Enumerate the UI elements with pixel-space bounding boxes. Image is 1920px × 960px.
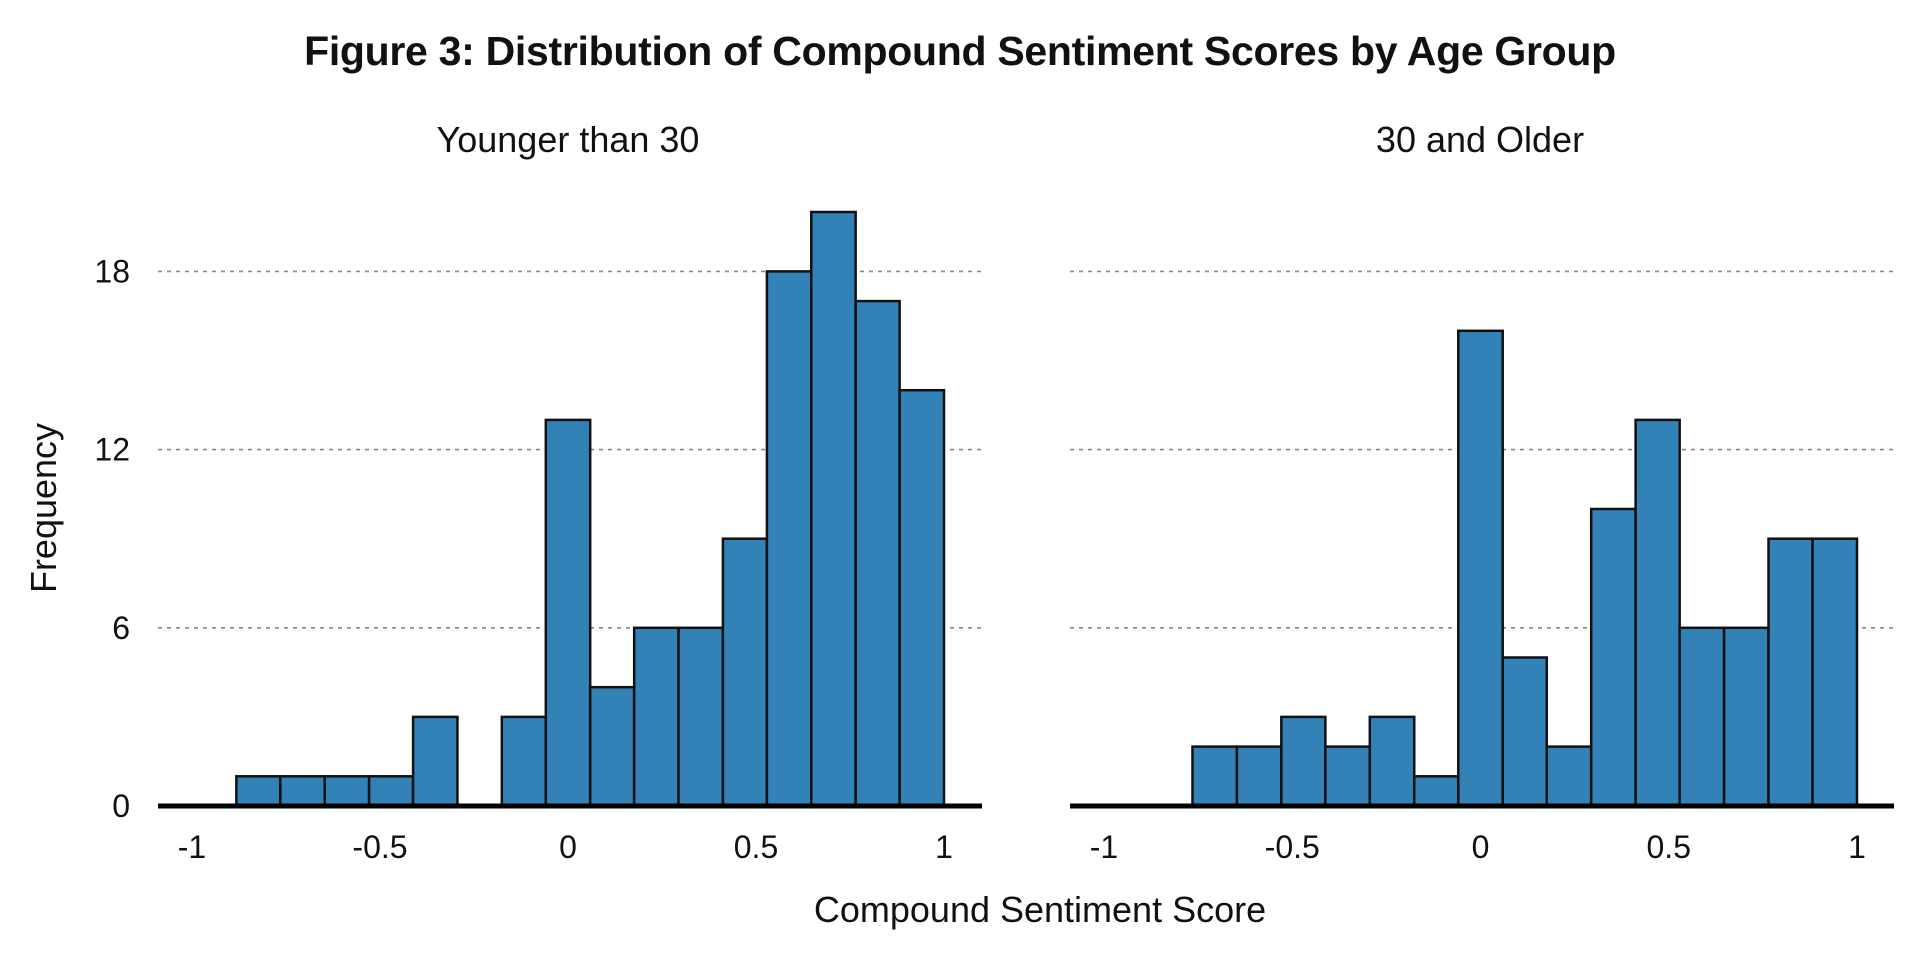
- histogram-bar: [632, 626, 680, 808]
- histogram-bar: [1722, 626, 1770, 808]
- x-tick-label: 0: [1472, 829, 1490, 865]
- histogram-bar: [588, 685, 636, 808]
- x-tick-label: -1: [178, 829, 206, 865]
- x-tick-label: 0.5: [734, 829, 778, 865]
- y-tick-label: 18: [94, 253, 130, 289]
- histogram-bar: [721, 537, 769, 808]
- histogram-bar: [1767, 537, 1814, 808]
- histogram-bar: [544, 418, 592, 808]
- x-tick-label: 1: [1848, 829, 1866, 865]
- histogram-bar: [1501, 656, 1549, 808]
- histogram-bar: [279, 775, 326, 808]
- histogram-bar: [810, 210, 857, 808]
- y-axis-label: Frequency: [23, 423, 64, 593]
- histogram-bar: [854, 299, 901, 808]
- histogram-bar: [500, 715, 548, 808]
- panel-title: 30 and Older: [1376, 119, 1584, 160]
- histogram-bar: [1589, 507, 1637, 808]
- x-tick-label: 1: [935, 829, 953, 865]
- x-tick-label: -0.5: [352, 829, 407, 865]
- histogram-bar: [411, 715, 459, 808]
- histogram-bar: [1678, 626, 1726, 808]
- histogram-bar: [1811, 537, 1859, 808]
- x-tick-label: 0.5: [1647, 829, 1691, 865]
- histogram-bar: [898, 388, 946, 808]
- histogram-bar: [1235, 745, 1283, 808]
- figure-title: Figure 3: Distribution of Compound Senti…: [304, 28, 1616, 74]
- histogram-bar: [1634, 418, 1681, 808]
- histogram-bar: [1368, 715, 1416, 808]
- histogram-bar: [323, 775, 371, 808]
- histogram-bar: [1545, 745, 1593, 808]
- panel-title: Younger than 30: [437, 119, 700, 160]
- histogram-bar: [1324, 745, 1372, 808]
- x-tick-label: 0: [559, 829, 577, 865]
- histogram-bar: [235, 775, 282, 808]
- y-tick-label: 12: [94, 432, 130, 468]
- y-tick-label: 6: [112, 610, 130, 646]
- histogram-bar: [1412, 775, 1460, 808]
- x-axis-label: Compound Sentiment Score: [814, 889, 1266, 930]
- y-tick-label: 0: [112, 788, 130, 824]
- x-tick-label: -0.5: [1265, 829, 1320, 865]
- histogram-bar: [367, 775, 415, 808]
- histogram-bar: [765, 270, 813, 808]
- histogram-bar: [1191, 745, 1239, 808]
- x-tick-label: -1: [1090, 829, 1118, 865]
- histogram-bar: [1280, 715, 1327, 808]
- histogram-bar: [677, 626, 725, 808]
- histogram-bar: [1457, 329, 1504, 808]
